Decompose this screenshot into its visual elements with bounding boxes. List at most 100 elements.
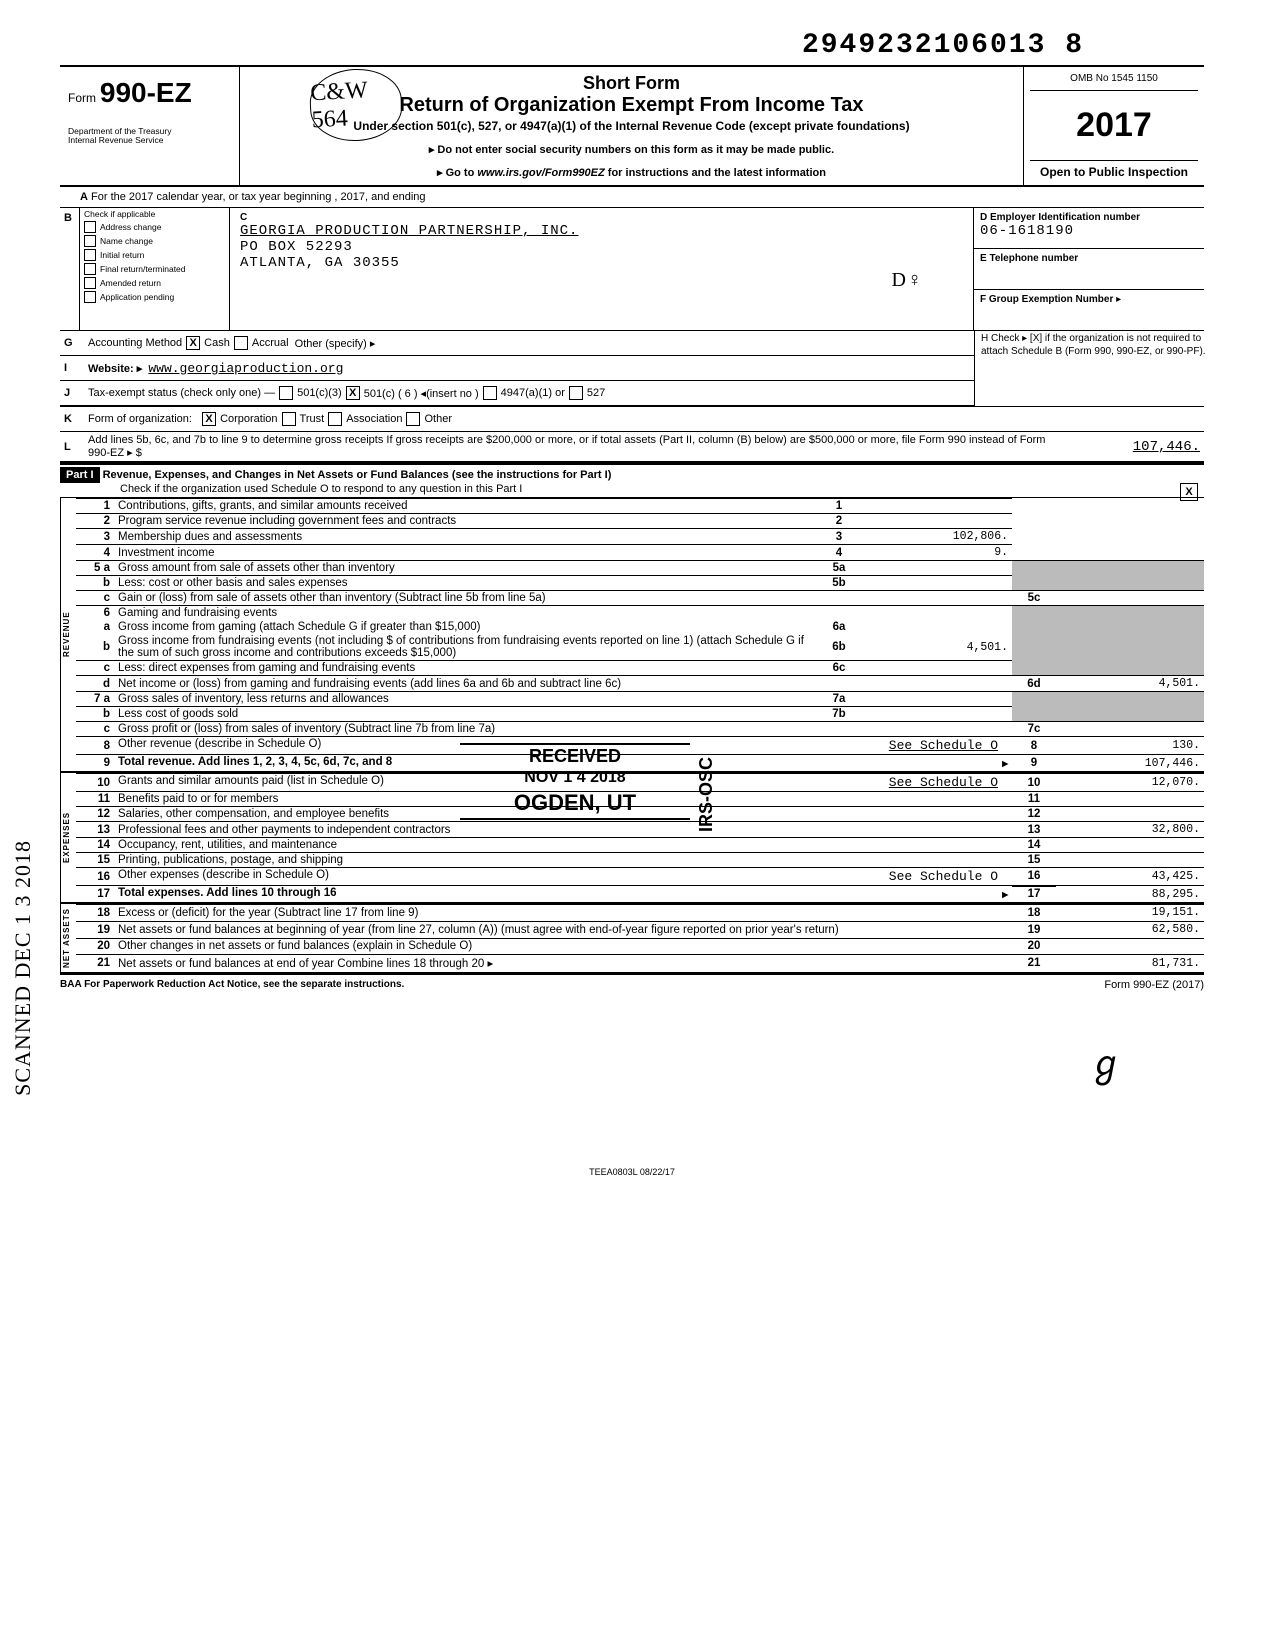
line6a-label: Gross income from gaming (attach Schedul… — [114, 620, 814, 634]
f-label: F Group Exemption Number ▸ — [980, 294, 1198, 305]
line17-val: 88,295. — [1056, 886, 1204, 903]
line6d-label: Net income or (loss) from gaming and fun… — [114, 676, 1012, 692]
footer-form: Form 990-EZ (2017) — [1104, 979, 1204, 991]
checkbox-cash[interactable]: X — [186, 336, 200, 350]
line10-label: Grants and similar amounts paid (list in… — [118, 775, 384, 787]
line-j-letter: J — [64, 387, 88, 399]
goto-prefix: ▸ Go to — [437, 167, 477, 179]
checkbox-final-return[interactable] — [84, 263, 96, 275]
line21-label: Net assets or fund balances at end of ye… — [114, 954, 1012, 972]
form-word: Form — [68, 91, 96, 105]
line16-label: Other expenses (describe in Schedule O) — [118, 869, 329, 881]
line6-label: Gaming and fundraising events — [114, 606, 1012, 621]
accounting-method-label: Accounting Method — [88, 337, 182, 349]
label-501c3: 501(c)(3) — [297, 387, 342, 399]
label-final-return: Final return/terminated — [100, 264, 186, 274]
irs-label: Internal Revenue Service — [68, 136, 231, 145]
line11-label: Benefits paid to or for members — [114, 792, 1012, 807]
website-label: Website: ▸ — [88, 362, 142, 375]
label-501c-other: 501(c) ( 6 ) ◂(insert no ) — [364, 387, 479, 400]
line13-val: 32,800. — [1056, 822, 1204, 838]
d-label: D Employer Identification number — [980, 212, 1198, 223]
open-inspection: Open to Public Inspection — [1030, 161, 1198, 179]
h-note: H Check ▸ [X] if the organization is not… — [974, 331, 1217, 406]
org-addr1: PO BOX 52293 — [240, 239, 963, 255]
line-b-letter: B — [60, 208, 80, 330]
e-label: E Telephone number — [980, 253, 1198, 264]
line-l-letter: L — [64, 441, 88, 453]
accrual-label: Accrual — [252, 337, 289, 349]
check-if-applicable: Check if applicable Address change Name … — [80, 208, 230, 330]
form-number: 990-EZ — [100, 77, 192, 108]
checkbox-initial-return[interactable] — [84, 249, 96, 261]
ssn-note: ▸ Do not enter social security numbers o… — [248, 143, 1015, 156]
line-a-letter: A — [80, 191, 88, 203]
cash-label: Cash — [204, 337, 230, 349]
checkbox-address-change[interactable] — [84, 221, 96, 233]
handwritten-mark: D♀ — [892, 269, 923, 291]
line5c-label: Gain or (loss) from sale of assets other… — [114, 591, 1012, 606]
checkbox-527[interactable] — [569, 386, 583, 400]
label-initial-return: Initial return — [100, 250, 144, 260]
checkbox-corporation[interactable]: X — [202, 412, 216, 426]
line7b-label: Less cost of goods sold — [114, 707, 814, 722]
label-527: 527 — [587, 387, 605, 399]
box-5b: 5b — [814, 576, 864, 591]
org-name: GEORGIA PRODUCTION PARTNERSHIP, INC. — [240, 223, 963, 239]
checkbox-app-pending[interactable] — [84, 291, 96, 303]
line2-val — [864, 514, 1012, 529]
line6b-label: Gross income from fundraising events (no… — [114, 634, 814, 661]
val-6b: 4,501. — [864, 634, 1012, 661]
label-4947: 4947(a)(1) or — [501, 387, 565, 399]
label-corporation: Corporation — [220, 413, 277, 425]
checkbox-501c[interactable]: X — [346, 386, 360, 400]
label-association: Association — [346, 413, 402, 425]
line7c-label: Gross profit or (loss) from sales of inv… — [114, 722, 1012, 737]
line19-label: Net assets or fund balances at beginning… — [114, 921, 1012, 938]
goto-suffix: for instructions and the latest informat… — [605, 167, 826, 179]
line9-label: Total revenue. Add lines 1, 2, 3, 4, 5c,… — [118, 756, 392, 768]
line-k-letter: K — [64, 413, 88, 425]
other-specify-label: Other (specify) ▸ — [295, 337, 376, 350]
line17-label: Total expenses. Add lines 10 through 16 — [118, 887, 337, 899]
line6d-val: 4,501. — [1056, 676, 1204, 692]
line7a-label: Gross sales of inventory, less returns a… — [114, 692, 814, 707]
line4-val: 9. — [864, 545, 1012, 561]
tax-year: 2017 — [1030, 91, 1198, 161]
checkbox-4947[interactable] — [483, 386, 497, 400]
scanned-stamp-side: SCANNED DEC 1 3 2018 — [10, 840, 36, 1096]
checkbox-name-change[interactable] — [84, 235, 96, 247]
check-header: Check if applicable — [80, 208, 229, 220]
line9-val: 107,446. — [1056, 755, 1204, 772]
omb-number: OMB No 1545 1150 — [1030, 73, 1198, 91]
checkbox-501c3[interactable] — [279, 386, 293, 400]
line-i-letter: I — [64, 362, 88, 374]
line15-label: Printing, publications, postage, and shi… — [114, 853, 1012, 868]
line10-see: See Schedule O — [889, 775, 1008, 790]
goto-url: www.irs.gov/Form990EZ — [477, 167, 604, 179]
checkbox-other-org[interactable] — [406, 412, 420, 426]
box-7b: 7b — [814, 707, 864, 722]
checkbox-accrual[interactable] — [234, 336, 248, 350]
line3-label: Membership dues and assessments — [114, 529, 814, 545]
line5c-val — [1056, 591, 1204, 606]
line12-label: Salaries, other compensation, and employ… — [114, 807, 1012, 822]
line14-label: Occupancy, rent, utilities, and maintena… — [114, 838, 1012, 853]
ein-value: 06-1618190 — [980, 223, 1198, 239]
line10-val: 12,070. — [1056, 774, 1204, 792]
checkbox-association[interactable] — [328, 412, 342, 426]
checkbox-trust[interactable] — [282, 412, 296, 426]
footer-baa: BAA For Paperwork Reduction Act Notice, … — [60, 979, 404, 991]
website-value: www.georgiaproduction.org — [148, 361, 343, 376]
dln-number: 2949232106013 8 — [60, 30, 1204, 61]
checkbox-amended[interactable] — [84, 277, 96, 289]
part1-title: Revenue, Expenses, and Changes in Net As… — [103, 469, 612, 481]
line18-label: Excess or (deficit) for the year (Subtra… — [114, 905, 1012, 922]
line-l-value: 107,446. — [1060, 439, 1200, 455]
line4-label: Investment income — [114, 545, 814, 561]
line16-see: See Schedule O — [889, 869, 1008, 884]
line6c-label: Less: direct expenses from gaming and fu… — [114, 661, 814, 676]
line18-val: 19,151. — [1056, 905, 1204, 922]
line1-val — [864, 499, 1012, 514]
line19-val: 62,580. — [1056, 921, 1204, 938]
